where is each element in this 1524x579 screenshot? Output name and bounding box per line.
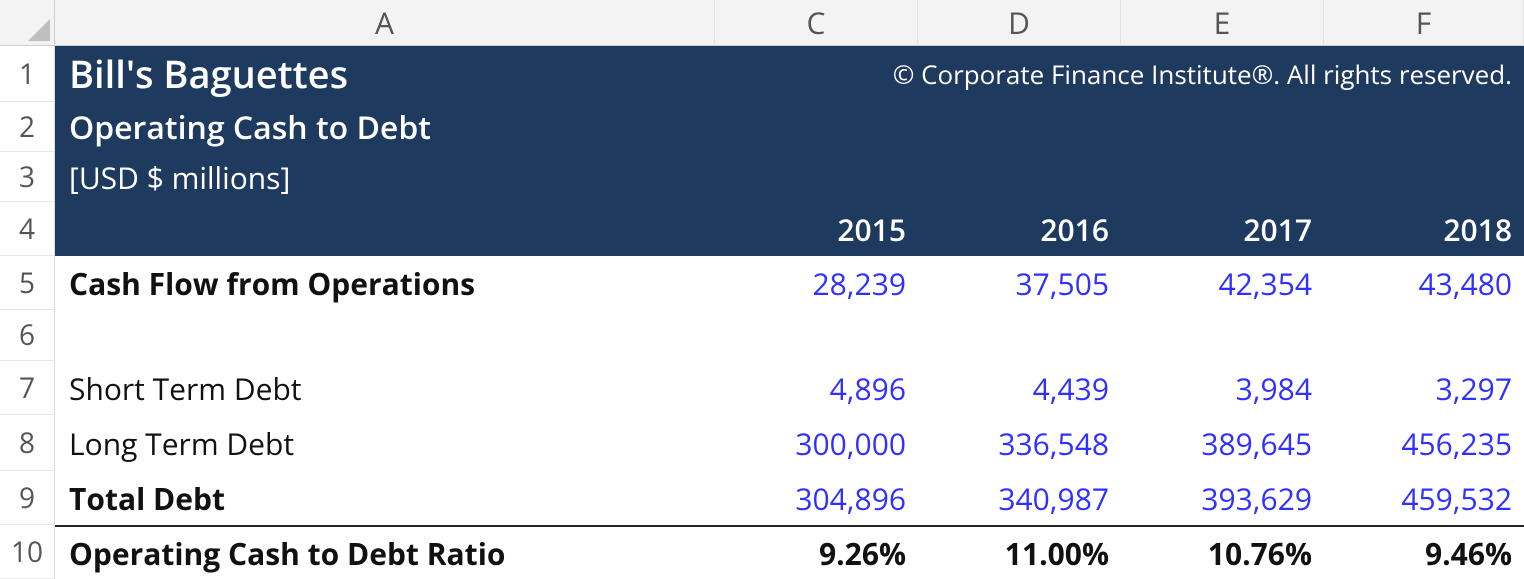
company-title: Bill's Baguettes — [55, 46, 715, 102]
label-lt-debt[interactable]: Long Term Debt — [55, 415, 715, 471]
total-debt-2016[interactable]: 340,987 — [918, 471, 1121, 525]
row-header-9[interactable]: 9 — [0, 471, 55, 525]
total-debt-2015[interactable]: 304,896 — [715, 471, 918, 525]
row-header-8[interactable]: 8 — [0, 415, 55, 471]
units-label: [USD $ millions] — [55, 152, 715, 202]
cffo-2018[interactable]: 43,480 — [1324, 256, 1524, 310]
cffo-2016[interactable]: 37,505 — [918, 256, 1121, 310]
cell-c2[interactable] — [715, 102, 918, 152]
cell-f3[interactable] — [1324, 152, 1524, 202]
col-header-c[interactable]: C — [715, 0, 918, 46]
cell-d3[interactable] — [918, 152, 1121, 202]
cell-a6[interactable] — [55, 310, 715, 361]
ratio-2017[interactable]: 10.76% — [1121, 525, 1324, 579]
cell-e3[interactable] — [1121, 152, 1324, 202]
col-header-f[interactable]: F — [1324, 0, 1524, 46]
row-header-5[interactable]: 5 — [0, 256, 55, 310]
total-debt-2017[interactable]: 393,629 — [1121, 471, 1324, 525]
year-2017[interactable]: 2017 — [1121, 202, 1324, 256]
cell-d6[interactable] — [918, 310, 1121, 361]
row-header-6[interactable]: 6 — [0, 310, 55, 361]
row-header-4[interactable]: 4 — [0, 202, 55, 256]
year-2018[interactable]: 2018 — [1324, 202, 1524, 256]
year-2016[interactable]: 2016 — [918, 202, 1121, 256]
total-debt-2018[interactable]: 459,532 — [1324, 471, 1524, 525]
col-header-a[interactable]: A — [55, 0, 715, 46]
spreadsheet-grid: A C D E F 1 Bill's Baguettes © Corporate… — [0, 0, 1524, 579]
cffo-2017[interactable]: 42,354 — [1121, 256, 1324, 310]
label-ratio[interactable]: Operating Cash to Debt Ratio — [55, 525, 715, 579]
select-all-corner[interactable] — [0, 0, 55, 46]
cell-c6[interactable] — [715, 310, 918, 361]
label-cffo[interactable]: Cash Flow from Operations — [55, 256, 715, 310]
row-header-1[interactable]: 1 — [0, 46, 55, 102]
ratio-2016[interactable]: 11.00% — [918, 525, 1121, 579]
report-subtitle: Operating Cash to Debt — [55, 102, 715, 152]
year-2015[interactable]: 2015 — [715, 202, 918, 256]
cell-d2[interactable] — [918, 102, 1121, 152]
row-header-10[interactable]: 10 — [0, 525, 55, 579]
st-debt-2015[interactable]: 4,896 — [715, 361, 918, 415]
label-total-debt[interactable]: Total Debt — [55, 471, 715, 525]
row-header-7[interactable]: 7 — [0, 361, 55, 415]
st-debt-2018[interactable]: 3,297 — [1324, 361, 1524, 415]
col-header-d[interactable]: D — [918, 0, 1121, 46]
lt-debt-2016[interactable]: 336,548 — [918, 415, 1121, 471]
ratio-2015[interactable]: 9.26% — [715, 525, 918, 579]
cell-f6[interactable] — [1324, 310, 1524, 361]
row-header-2[interactable]: 2 — [0, 102, 55, 152]
label-st-debt[interactable]: Short Term Debt — [55, 361, 715, 415]
st-debt-2016[interactable]: 4,439 — [918, 361, 1121, 415]
cell-e2[interactable] — [1121, 102, 1324, 152]
cell-a4[interactable] — [55, 202, 715, 256]
cell-c3[interactable] — [715, 152, 918, 202]
cffo-2015[interactable]: 28,239 — [715, 256, 918, 310]
copyright-text: © Corporate Finance Institute®. All righ… — [715, 46, 1524, 102]
cell-e6[interactable] — [1121, 310, 1324, 361]
st-debt-2017[interactable]: 3,984 — [1121, 361, 1324, 415]
lt-debt-2018[interactable]: 456,235 — [1324, 415, 1524, 471]
lt-debt-2017[interactable]: 389,645 — [1121, 415, 1324, 471]
cell-f2[interactable] — [1324, 102, 1524, 152]
ratio-2018[interactable]: 9.46% — [1324, 525, 1524, 579]
lt-debt-2015[interactable]: 300,000 — [715, 415, 918, 471]
col-header-e[interactable]: E — [1121, 0, 1324, 46]
row-header-3[interactable]: 3 — [0, 152, 55, 202]
